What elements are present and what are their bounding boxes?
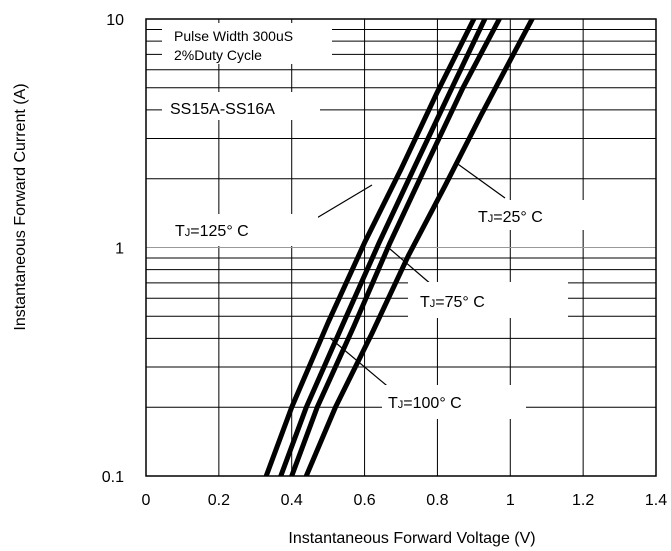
note-box (162, 23, 332, 64)
label-box-75 (408, 282, 568, 318)
label-box-25 (470, 200, 598, 230)
curve (263, 19, 477, 476)
note-pulse-width: Pulse Width 300uS (174, 28, 293, 44)
y-axis-title: Instantaneous Forward Current (A) (12, 83, 29, 330)
y-tick-label: 10 (106, 12, 124, 29)
label-tj-25: TJ=25° C (478, 209, 543, 226)
note-duty-cycle: 2%Duty Cycle (174, 47, 262, 63)
curve (278, 19, 488, 476)
curve (289, 19, 502, 476)
y-tick-label: 1 (115, 241, 124, 258)
y-tick-labels: 0.1 1 10 (102, 12, 124, 486)
x-tick-label: 0.6 (353, 492, 375, 509)
x-tick-labels: 0 0.2 0.4 0.6 0.8 1 1.2 1.4 (142, 492, 668, 509)
y-tick-label: 0.1 (102, 469, 124, 486)
x-tick-label: 1.2 (572, 492, 594, 509)
leader-125 (309, 184, 373, 223)
part-label: SS15A-SS16A (170, 101, 275, 118)
leader-75 (389, 248, 433, 286)
label-tj-125: TJ=125° C (175, 223, 249, 240)
leader-25 (454, 161, 506, 199)
x-tick-label: 0.8 (426, 492, 448, 509)
label-box-125 (168, 214, 318, 246)
label-box-100 (382, 385, 526, 419)
x-tick-label: 0.2 (208, 492, 230, 509)
part-label-box (162, 92, 320, 120)
x-axis-title: Instantaneous Forward Voltage (V) (288, 530, 535, 547)
curve (303, 19, 535, 476)
x-tick-label: 1 (506, 492, 515, 509)
leader-100 (329, 337, 393, 391)
curves (263, 19, 535, 476)
x-tick-label: 1.4 (645, 492, 667, 509)
plot-frame (145, 18, 657, 477)
x-tick-label: 0.4 (281, 492, 303, 509)
label-tj-75: TJ=75° C (420, 294, 485, 311)
x-tick-label: 0 (142, 492, 151, 509)
label-tj-100: TJ=100° C (388, 395, 462, 412)
